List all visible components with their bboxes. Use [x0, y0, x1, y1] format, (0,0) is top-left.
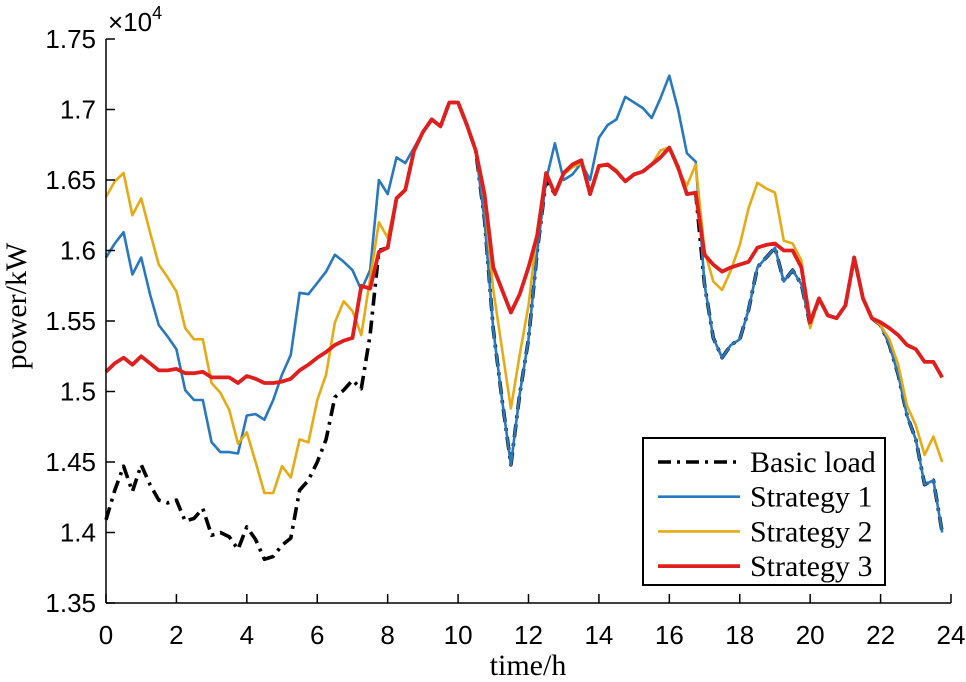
axes: 1.351.41.451.51.551.61.651.71.750 2 4 6 8 10 1…	[45, 24, 965, 650]
y-tick-label: 1.55	[45, 306, 96, 336]
series-line-strategy-3	[104, 100, 944, 385]
series-line-strategy-2	[104, 101, 944, 495]
y-tick-label: 1.65	[45, 165, 96, 195]
y-tick-label: 1.45	[45, 447, 96, 477]
x-tick-label: 22	[866, 620, 895, 650]
legend-label: Strategy 1	[750, 481, 872, 514]
x-tick-label: 8	[380, 620, 394, 650]
y-exponent-base: ×10	[108, 7, 152, 37]
x-tick-label: 16	[655, 620, 684, 650]
y-tick-label: 1.7	[60, 95, 96, 125]
x-tick-label: 4	[240, 620, 254, 650]
x-tick-label: 0	[99, 620, 113, 650]
legend-label: Strategy 2	[750, 515, 872, 548]
y-tick-label: 1.35	[45, 588, 96, 618]
legend-label: Strategy 3	[750, 550, 872, 583]
legend-item-strategy-3: Strategy 3	[658, 550, 872, 583]
x-tick-label: 18	[725, 620, 754, 650]
x-tick-label: 14	[584, 620, 613, 650]
legend-item-basic-load: Basic load	[658, 446, 876, 479]
x-tick-label: 10	[444, 620, 473, 650]
x-tick-label: 20	[796, 620, 825, 650]
y-tick-label: 1.75	[45, 24, 96, 54]
x-tick-label: 24	[937, 620, 966, 650]
y-tick-label: 1.6	[60, 236, 96, 266]
x-tick-label: 2	[169, 620, 183, 650]
x-tick-label: 6	[310, 620, 324, 650]
x-axis-label: time/h	[490, 649, 567, 682]
legend-item-strategy-1: Strategy 1	[658, 481, 872, 514]
y-tick-label: 1.4	[60, 518, 96, 548]
legend-item-strategy-2: Strategy 2	[658, 515, 872, 548]
y-exponent-label: ×104	[108, 3, 162, 37]
y-tick-label: 1.5	[60, 377, 96, 407]
series-line-strategy-1	[104, 74, 944, 533]
legend-box	[642, 437, 886, 586]
y-axis-label: power/kW	[0, 242, 33, 369]
y-exponent-power: 4	[152, 3, 162, 23]
series-layer	[104, 74, 944, 562]
ticks: 1.351.41.451.51.551.61.651.71.750 2 4 6 8 10 1…	[45, 24, 965, 650]
legend-label: Basic load	[750, 446, 876, 479]
x-tick-label: 12	[514, 620, 543, 650]
